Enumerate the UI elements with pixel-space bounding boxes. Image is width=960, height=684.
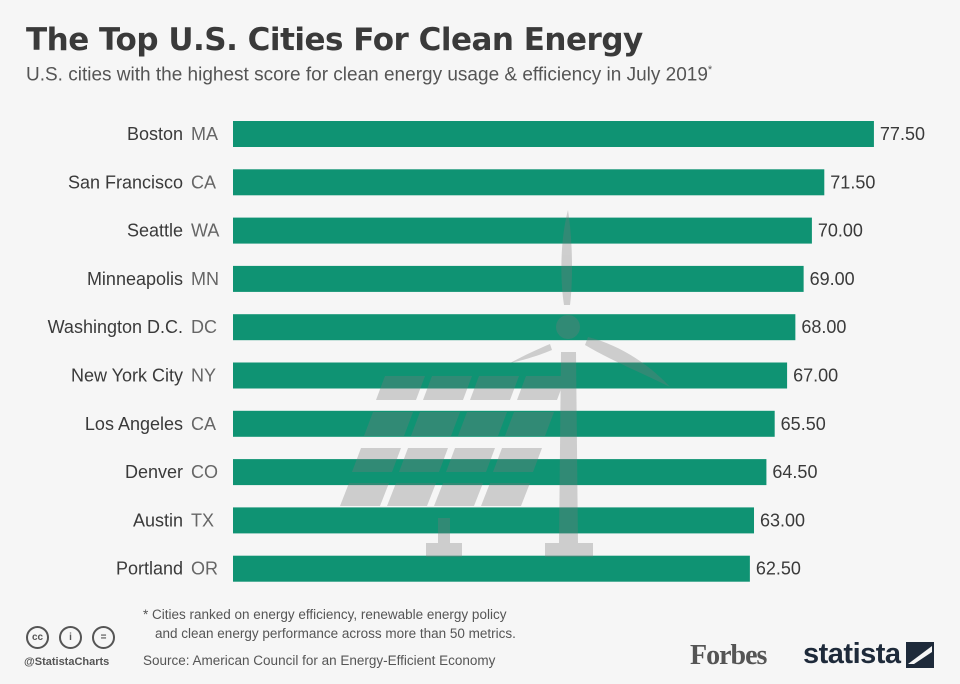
bar <box>233 459 767 486</box>
bar <box>233 217 812 244</box>
value-label: 65.50 <box>781 414 826 434</box>
solar-wind-watermark-icon <box>340 210 670 557</box>
no-derivatives-icon[interactable]: = <box>92 626 115 649</box>
bar <box>233 410 775 437</box>
city-label: Los Angeles <box>85 414 183 434</box>
state-label: MA <box>191 124 218 144</box>
value-label: 68.00 <box>801 317 846 337</box>
city-label: San Francisco <box>68 172 183 192</box>
value-label: 63.00 <box>760 510 805 530</box>
state-label: OR <box>191 559 218 579</box>
subtitle-footnote-mark: * <box>707 64 713 76</box>
value-label: 69.00 <box>810 269 855 289</box>
city-label: Seattle <box>127 221 183 241</box>
state-label: TX <box>191 510 214 530</box>
value-label: 71.50 <box>830 172 875 192</box>
attribution-icon[interactable]: i <box>59 626 82 649</box>
city-label: Portland <box>116 559 183 579</box>
cc-license-icon[interactable]: cc <box>26 626 49 649</box>
source-text: Source: American Council for an Energy-E… <box>143 653 496 668</box>
bar-chart: Boston MA 77.50 San Francisco CA 71.50 Seattle… <box>48 121 925 582</box>
value-label: 64.50 <box>772 462 817 482</box>
footnote-line-1: * Cities ranked on energy efficiency, re… <box>143 607 507 622</box>
city-label: Austin <box>133 510 183 530</box>
city-label: Denver <box>125 462 183 482</box>
state-label: DC <box>191 317 217 337</box>
forbes-logo[interactable]: Forbes <box>690 640 767 671</box>
value-label: 62.50 <box>756 559 801 579</box>
statista-logo-mark-icon <box>906 642 934 668</box>
state-label: CA <box>191 172 216 192</box>
subtitle-text: U.S. cities with the highest score for c… <box>26 64 708 86</box>
value-label: 70.00 <box>818 221 863 241</box>
bar <box>233 265 804 292</box>
state-label: MN <box>191 269 219 289</box>
bar <box>233 362 788 389</box>
state-label: CO <box>191 462 218 482</box>
city-label: Washington D.C. <box>48 317 183 337</box>
statista-handle[interactable]: @StatistaCharts <box>24 656 110 668</box>
bar <box>233 314 796 341</box>
state-label: WA <box>191 221 219 241</box>
city-label: Minneapolis <box>87 269 183 289</box>
city-label: Boston <box>127 124 183 144</box>
bar <box>233 507 755 534</box>
chart-subtitle: U.S. cities with the highest score for c… <box>26 64 712 86</box>
bar <box>233 169 825 196</box>
footnote-line-2: and clean energy performance across more… <box>155 626 516 641</box>
value-label: 77.50 <box>880 124 925 144</box>
bar <box>233 555 750 582</box>
city-label: New York City <box>71 366 183 386</box>
state-label: CA <box>191 414 216 434</box>
value-label: 67.00 <box>793 366 838 386</box>
state-label: NY <box>191 366 216 386</box>
chart-title: The Top U.S. Cities For Clean Energy <box>26 22 643 58</box>
bar <box>233 121 874 147</box>
statista-logo[interactable]: statista <box>803 638 901 670</box>
